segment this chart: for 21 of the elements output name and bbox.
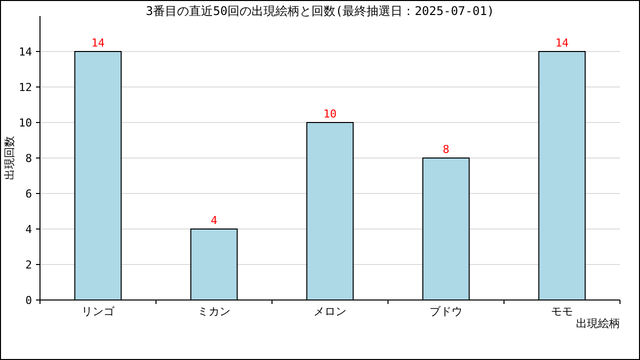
chart-title: 3番目の直近50回の出現絵柄と回数(最終抽選日：2025-07-01): [146, 4, 494, 18]
x-tick-label: モモ: [551, 305, 573, 318]
y-tick-label: 2: [25, 258, 32, 272]
y-tick-label: 6: [25, 188, 32, 200]
y-tick-label: 10: [18, 116, 32, 130]
data-label: 14: [555, 36, 569, 50]
x-axis-title: 出現絵柄: [576, 317, 620, 330]
x-tick-label: ブドウ: [430, 305, 462, 318]
x-tick-label: メロン: [314, 305, 346, 318]
x-tick-label: ミカン: [198, 305, 230, 318]
x-tick-label: リンゴ: [82, 305, 116, 318]
y-tick-label: 8: [25, 152, 32, 165]
y-tick-label: 14: [18, 46, 32, 58]
y-tick-label: 12: [18, 81, 32, 94]
y-tick-label: 4: [25, 223, 32, 236]
data-label: 8: [442, 143, 450, 156]
y-axis-title: 出現回数: [3, 136, 16, 180]
data-label: 10: [323, 108, 337, 120]
data-label: 14: [91, 36, 105, 50]
data-label: 4: [210, 214, 218, 227]
y-tick-label: 0: [25, 294, 32, 307]
